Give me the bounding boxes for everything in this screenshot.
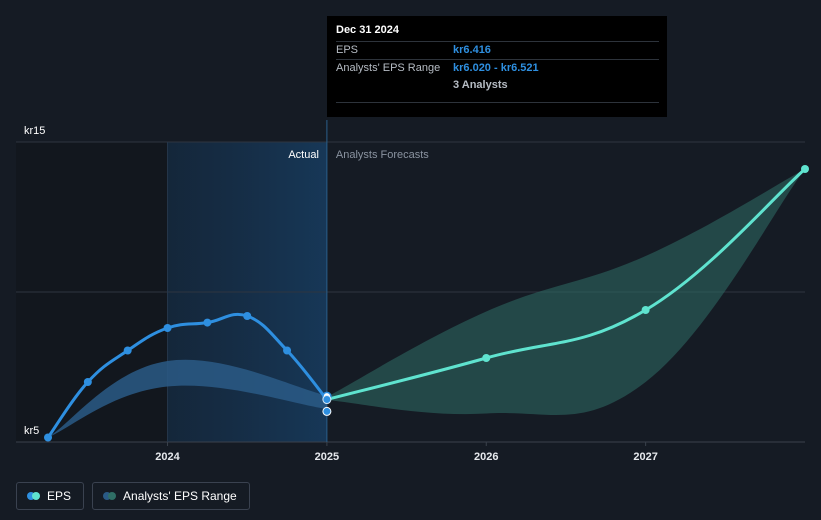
tooltip-date: Dec 31 2024	[336, 24, 399, 36]
tooltip-divider	[336, 102, 659, 111]
marker-range-low	[322, 406, 332, 416]
x-tick-label-2: 2026	[474, 451, 498, 463]
tooltip-eps-label: EPS	[336, 44, 359, 56]
point-actual-6	[283, 346, 292, 355]
x-tick-label-3: 2027	[633, 451, 657, 463]
range-band-forecast-range	[326, 169, 805, 415]
x-tick-label-1: 2025	[315, 451, 339, 463]
actual-region-label: Actual	[288, 149, 319, 161]
series-line-forecast	[325, 167, 807, 402]
range-swatch-dot-forecast	[108, 492, 117, 500]
legend-item-eps[interactable]: EPS	[16, 482, 85, 510]
point-actual-5	[243, 312, 252, 320]
eps-swatch-icon	[27, 492, 41, 500]
eps-swatch-dot-actual	[27, 492, 35, 500]
point-actual-0	[44, 433, 52, 442]
point-forecast-1	[482, 354, 491, 362]
range-swatch-icon	[103, 492, 117, 500]
eps-swatch-dot-forecast	[32, 492, 40, 500]
tooltip-range-label: Analysts' EPS Range	[336, 62, 441, 74]
legend-eps-label: EPS	[47, 489, 72, 503]
legend: EPS Analysts' EPS Range	[16, 482, 250, 510]
point-actual-3	[163, 324, 172, 332]
marker-eps-value	[322, 395, 332, 405]
tooltip-eps-row: EPS kr6.416	[336, 41, 659, 59]
tooltip-eps-value: kr6.416	[453, 44, 491, 56]
point-forecast-2	[641, 306, 650, 314]
point-actual-4	[203, 318, 212, 327]
point-actual-1	[83, 378, 92, 386]
tooltip-range-row: Analysts' EPS Range kr6.020 - kr6.521	[336, 59, 659, 77]
x-tick-label-0: 2024	[155, 451, 180, 463]
tooltip-analysts-row: 3 Analysts	[336, 77, 659, 94]
legend-item-range[interactable]: Analysts' EPS Range	[92, 482, 250, 510]
y-tick-label-1: kr5	[24, 425, 39, 437]
tooltip: Dec 31 2024 EPS kr6.416 Analysts' EPS Ra…	[327, 16, 667, 117]
tooltip-analysts-count: 3 Analysts	[453, 79, 508, 91]
point-actual-2	[123, 346, 132, 355]
forecast-region-label: Analysts Forecasts	[336, 149, 429, 161]
legend-range-label: Analysts' EPS Range	[123, 489, 237, 503]
range-band-actual-range	[48, 359, 327, 438]
range-swatch-dot-actual	[103, 492, 112, 500]
point-forecast-3	[801, 165, 809, 173]
y-tick-label-0: kr15	[24, 125, 45, 137]
tooltip-range-value: kr6.020 - kr6.521	[453, 62, 539, 74]
